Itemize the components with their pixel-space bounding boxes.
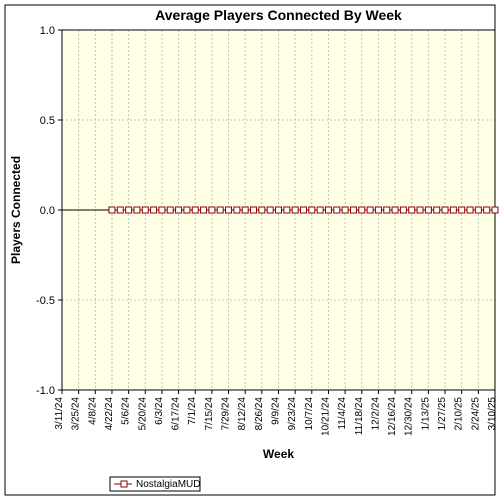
data-marker: [300, 207, 306, 213]
chart-container: Average Players Connected By Week -1.0 -0.…: [0, 0, 500, 500]
xtick-label: 2/10/25: [454, 397, 465, 431]
y-axis-label: Players Connected: [9, 156, 23, 264]
xtick-label: 8/12/24: [237, 397, 248, 431]
data-marker: [342, 207, 348, 213]
data-marker: [117, 207, 123, 213]
xtick-label: 5/6/24: [121, 397, 132, 425]
xtick-label: 10/7/24: [304, 397, 315, 431]
data-marker: [176, 207, 182, 213]
chart-title: Average Players Connected By Week: [155, 7, 402, 23]
xtick-label: 4/22/24: [104, 397, 115, 431]
xtick-label: 10/21/24: [320, 397, 331, 436]
data-marker: [400, 207, 406, 213]
data-marker: [134, 207, 140, 213]
data-marker: [317, 207, 323, 213]
ytick-label: -0.5: [36, 295, 55, 307]
xtick-label: 7/29/24: [221, 397, 232, 431]
data-marker: [375, 207, 381, 213]
data-marker: [184, 207, 190, 213]
data-marker: [109, 207, 115, 213]
data-marker: [251, 207, 257, 213]
xtick-label: 2/24/25: [470, 397, 481, 431]
data-marker: [151, 207, 157, 213]
data-marker: [417, 207, 423, 213]
xtick-label: 9/9/24: [271, 397, 282, 425]
xtick-label: 9/23/24: [287, 397, 298, 431]
data-marker: [409, 207, 415, 213]
data-marker: [142, 207, 148, 213]
legend: NostalgiaMUD: [110, 477, 200, 491]
x-axis-label: Week: [263, 447, 294, 461]
xtick-label: 3/10/25: [487, 397, 498, 431]
xtick-label: 1/27/25: [437, 397, 448, 431]
data-marker: [192, 207, 198, 213]
xtick-label: 3/25/24: [71, 397, 82, 431]
data-marker: [492, 207, 498, 213]
legend-marker: [121, 481, 127, 487]
data-marker: [234, 207, 240, 213]
xtick-label: 3/11/24: [54, 397, 65, 430]
xtick-label: 7/1/24: [187, 397, 198, 425]
data-marker: [259, 207, 265, 213]
ytick-label: 1.0: [40, 25, 55, 37]
ytick-label: 0.0: [40, 205, 55, 217]
xtick-label: 5/20/24: [137, 397, 148, 431]
data-marker: [450, 207, 456, 213]
data-marker: [167, 207, 173, 213]
xtick-label: 12/30/24: [404, 397, 415, 436]
data-marker: [392, 207, 398, 213]
xtick-label: 8/26/24: [254, 397, 265, 431]
xtick-label: 1/13/25: [420, 397, 431, 431]
data-marker: [384, 207, 390, 213]
xtick-label: 11/4/24: [337, 397, 348, 430]
xtick-label: 4/8/24: [87, 397, 98, 425]
data-marker: [242, 207, 248, 213]
xtick-label: 6/17/24: [171, 397, 182, 431]
data-marker: [425, 207, 431, 213]
data-marker: [434, 207, 440, 213]
xtick-label: 6/3/24: [154, 397, 165, 425]
data-marker: [350, 207, 356, 213]
data-marker: [459, 207, 465, 213]
data-marker: [292, 207, 298, 213]
xtick-label: 7/15/24: [204, 397, 215, 431]
data-marker: [359, 207, 365, 213]
data-marker: [267, 207, 273, 213]
data-marker: [484, 207, 490, 213]
xtick-label: 12/2/24: [370, 397, 381, 431]
legend-label: NostalgiaMUD: [136, 479, 200, 490]
data-marker: [276, 207, 282, 213]
data-marker: [367, 207, 373, 213]
data-marker: [284, 207, 290, 213]
ytick-label: -1.0: [36, 385, 55, 397]
xtick-label: 11/18/24: [354, 397, 365, 436]
data-marker: [467, 207, 473, 213]
data-marker: [475, 207, 481, 213]
data-marker: [209, 207, 215, 213]
data-marker: [309, 207, 315, 213]
data-marker: [201, 207, 207, 213]
data-marker: [325, 207, 331, 213]
xtick-label: 12/16/24: [387, 397, 398, 436]
data-marker: [126, 207, 132, 213]
chart-svg: Average Players Connected By Week -1.0 -0.…: [0, 0, 500, 500]
data-marker: [217, 207, 223, 213]
data-marker: [226, 207, 232, 213]
ytick-label: 0.5: [40, 115, 55, 127]
data-marker: [334, 207, 340, 213]
data-marker: [442, 207, 448, 213]
data-marker: [159, 207, 165, 213]
